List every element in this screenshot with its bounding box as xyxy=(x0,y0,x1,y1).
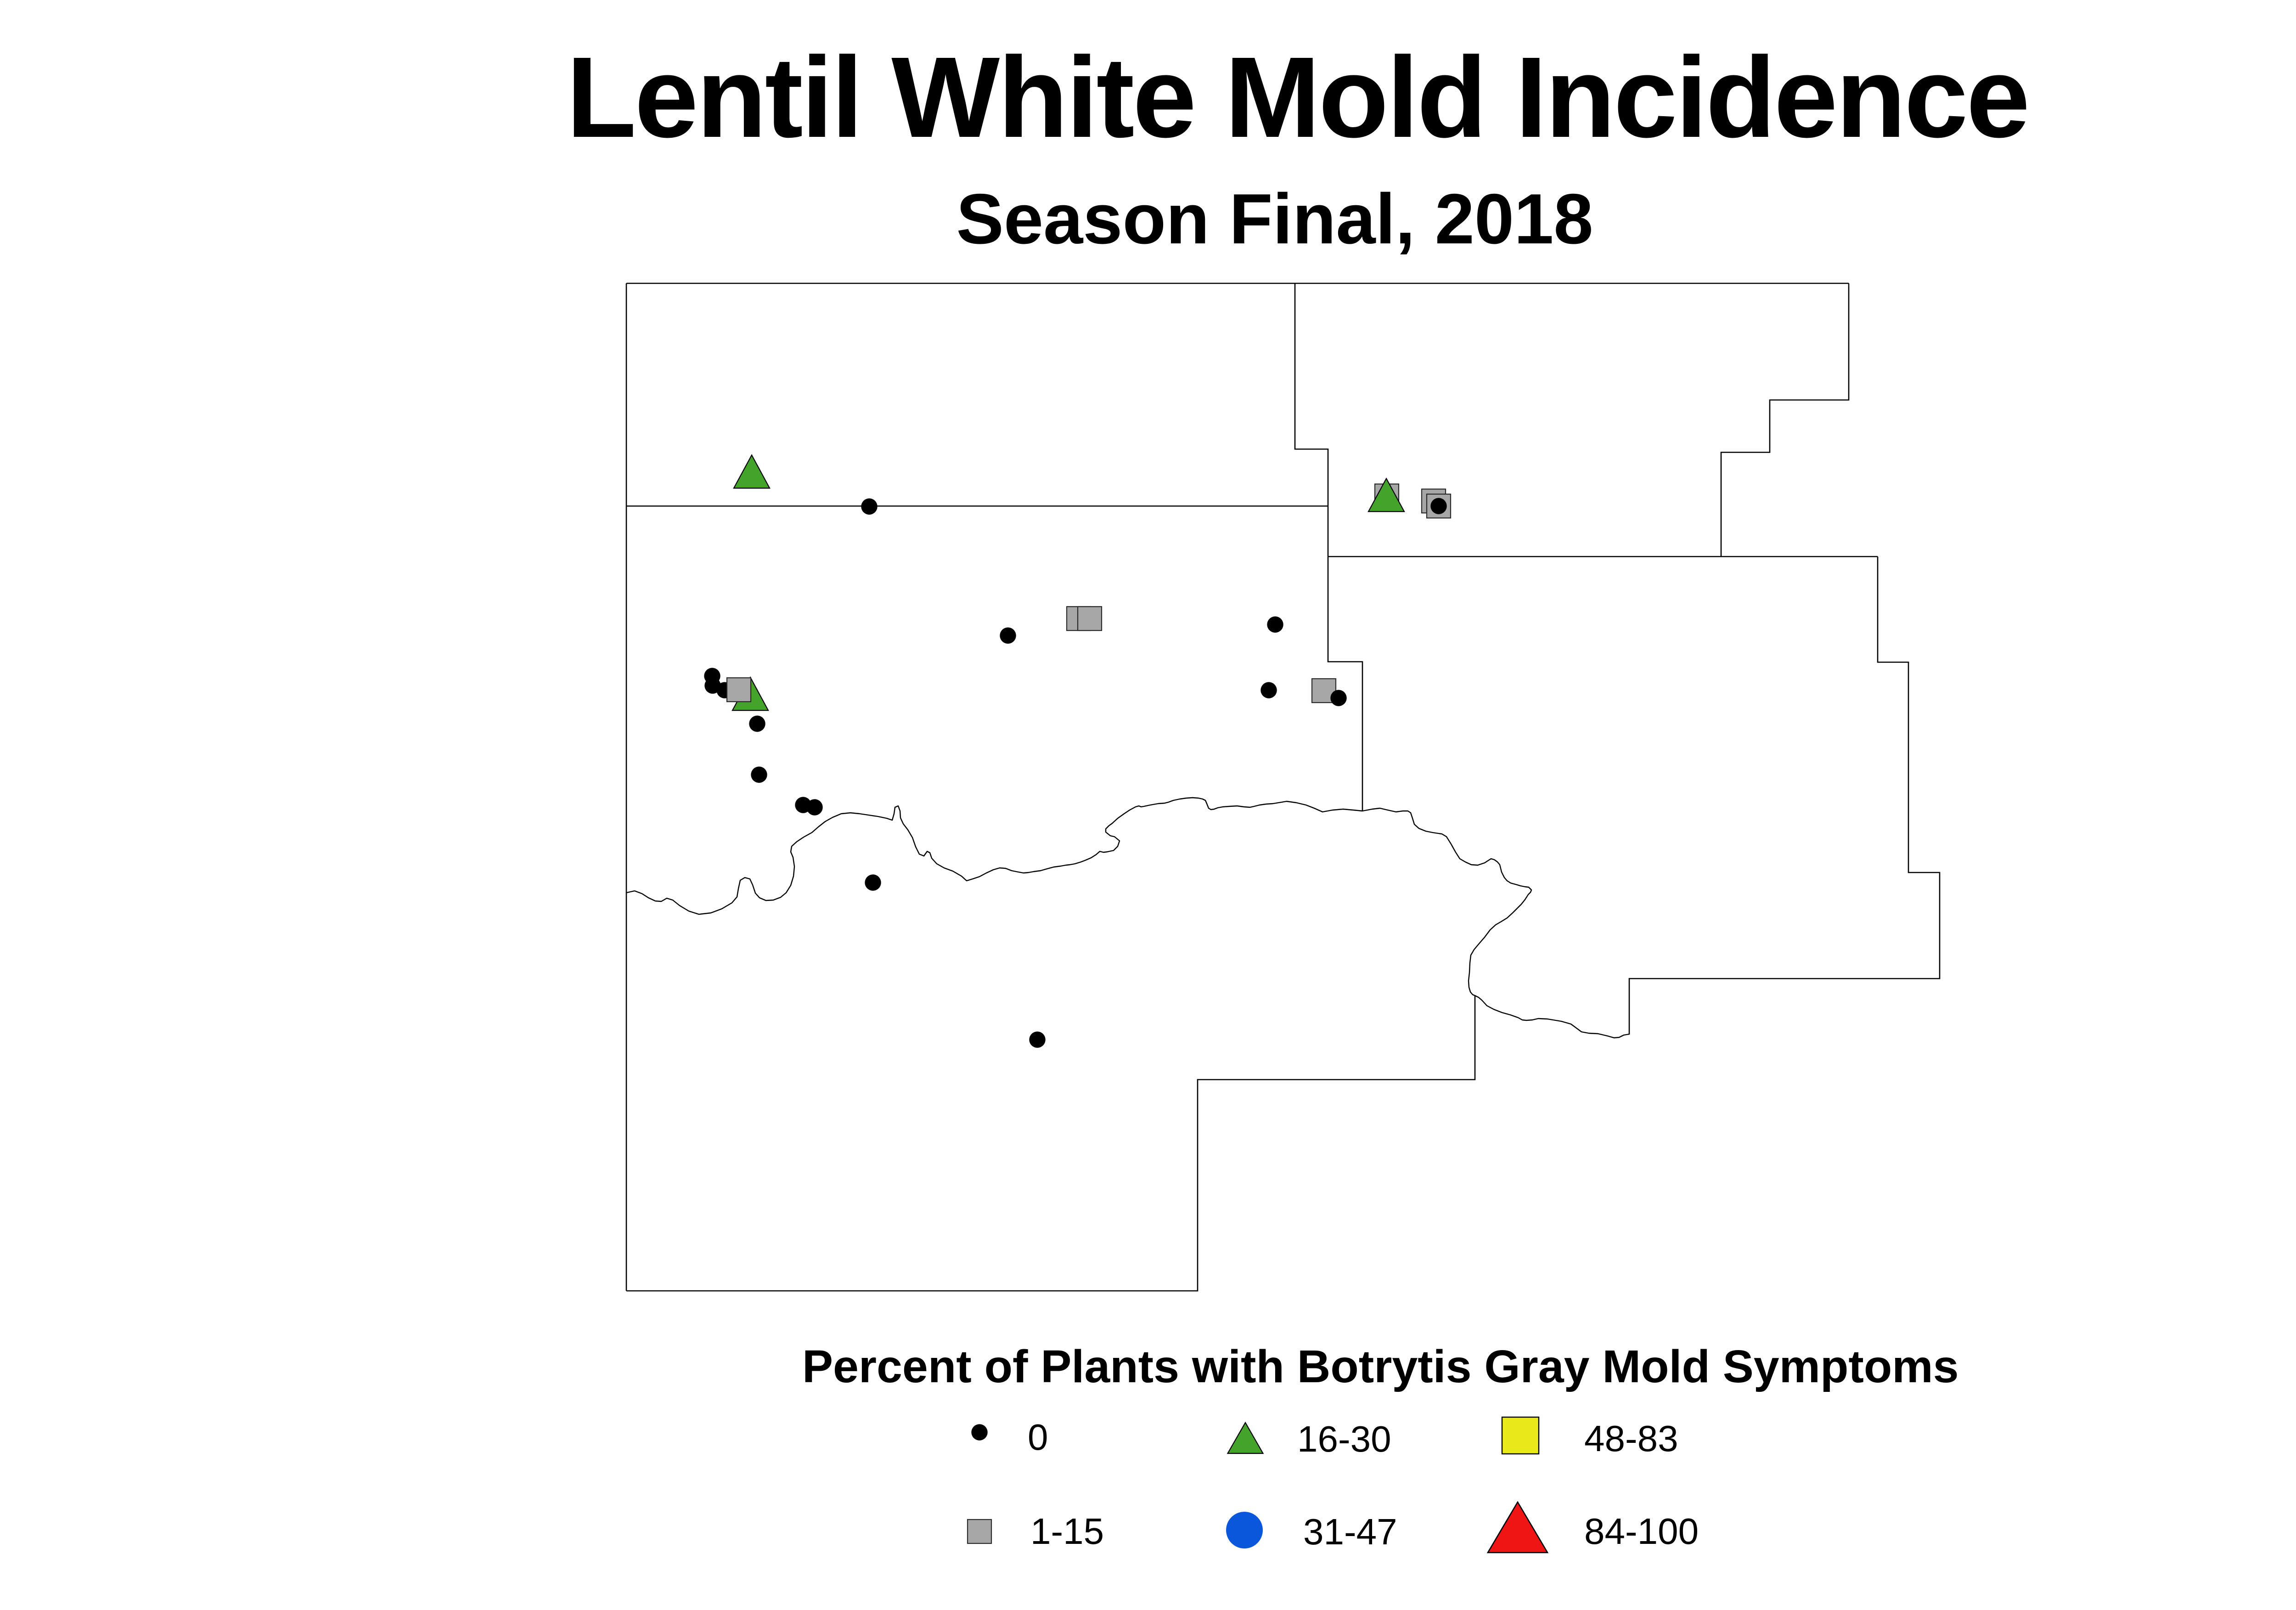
svg-text:48-83: 48-83 xyxy=(1584,1418,1678,1459)
svg-text:Lentil White Mold Incidence: Lentil White Mold Incidence xyxy=(566,33,2028,161)
svg-text:0: 0 xyxy=(1028,1417,1048,1458)
svg-text:Season Final, 2018: Season Final, 2018 xyxy=(956,179,1593,259)
svg-text:1-15: 1-15 xyxy=(1030,1511,1104,1552)
svg-text:31-47: 31-47 xyxy=(1303,1511,1397,1552)
svg-text:Percent of Plants with Botryti: Percent of Plants with Botrytis Gray Mol… xyxy=(802,1341,1959,1392)
svg-text:84-100: 84-100 xyxy=(1584,1511,1699,1552)
svg-text:16-30: 16-30 xyxy=(1297,1419,1391,1459)
